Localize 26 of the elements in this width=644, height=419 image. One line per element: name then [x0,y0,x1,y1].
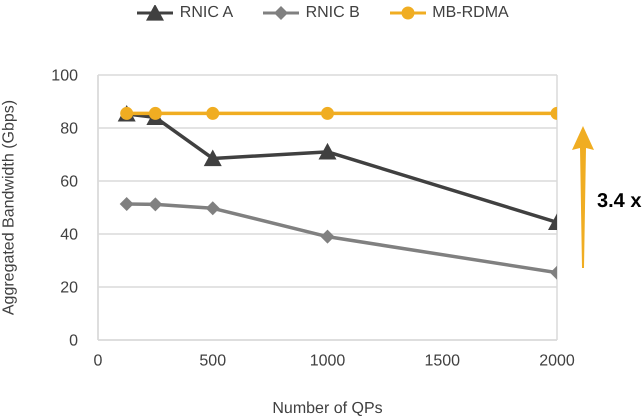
text: 3.4 x [597,190,642,213]
y-axis-title: Aggregated Bandwidth (Gbps) [0,100,18,316]
point [206,106,220,120]
y-tick-label: 20 [60,280,78,297]
x-tick-label: 500 [199,352,226,370]
y-tick-label: 0 [69,332,78,350]
y-tick-label: 80 [60,120,78,138]
x-tick-label: 0 [94,352,103,370]
y-tick-label: 100 [51,68,78,85]
point [206,201,220,216]
point [148,106,162,120]
y-tick-label: 40 [60,226,78,244]
point [320,230,334,244]
x-tick-label: 1000 [310,352,346,370]
point [204,149,222,166]
legend-label: MB-RDMA [432,4,509,21]
point [318,142,336,160]
legend-label: RNIC A [180,4,234,21]
point [321,106,334,120]
legend-label: RNIC B [306,4,360,21]
y-tick-label: 60 [60,174,78,191]
x-axis-title: Number of QPs [272,400,383,417]
x-tick-label: 1500 [424,352,460,370]
x-tick-label: 2000 [539,352,575,370]
point [148,197,162,212]
point [120,197,134,212]
